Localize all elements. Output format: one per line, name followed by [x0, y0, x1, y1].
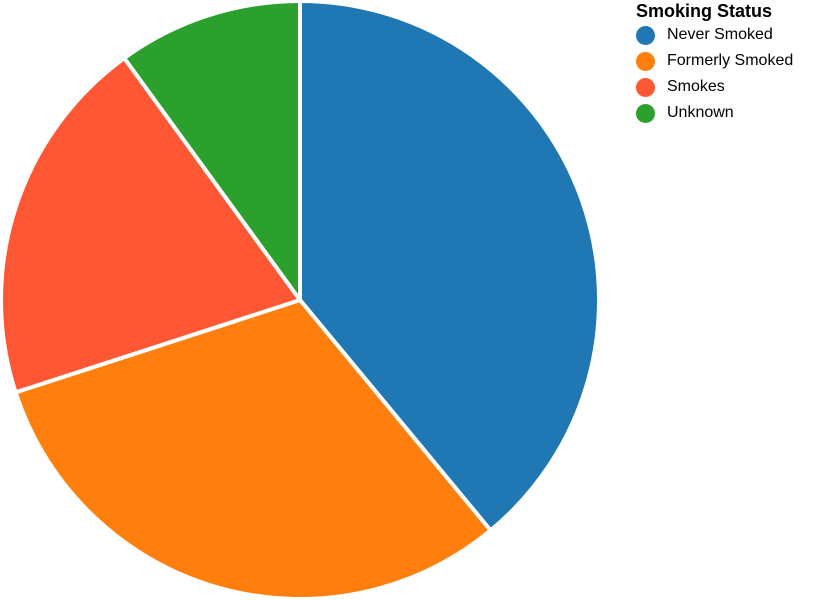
pie-slice-formerly-smoked: [13, 298, 493, 600]
legend-swatch: [636, 103, 655, 123]
legend: Smoking Status Never Smoked Formerly Smok…: [636, 0, 793, 126]
legend-title: Smoking Status: [636, 1, 773, 21]
legend-label: Formerly Smoked: [667, 52, 794, 69]
legend-swatch: [636, 25, 655, 45]
legend-item-formerly-smoked: Formerly Smoked: [636, 48, 793, 74]
legend-item-never-smoked: Never Smoked: [636, 22, 793, 48]
legend-swatch: [636, 77, 655, 97]
legend-item-smokes: Smokes: [636, 74, 793, 100]
pie-slice-never-smoked: [298, 0, 601, 533]
legend-label: Smokes: [667, 78, 725, 95]
pie-slice-smokes: [0, 56, 302, 395]
pie-slice-unknown: [122, 0, 302, 302]
legend-label: Never Smoked: [667, 26, 773, 43]
legend-swatch: [636, 51, 655, 71]
legend-items: Never Smoked Formerly Smoked Smokes Unknown: [636, 22, 793, 126]
legend-label: Unknown: [667, 104, 734, 121]
legend-item-unknown: Unknown: [636, 100, 793, 126]
